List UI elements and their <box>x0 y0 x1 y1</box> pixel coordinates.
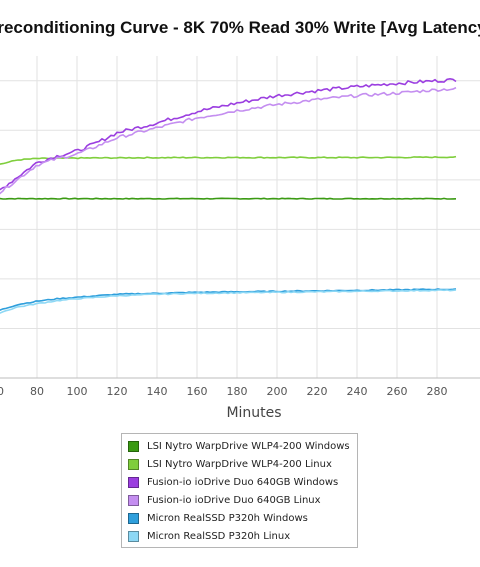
x-tick-label: 200 <box>267 385 288 398</box>
legend-swatch <box>128 458 139 470</box>
tick-layer: 60 80 100 120 140 160 180 200 220 240 260 280 <box>0 385 448 398</box>
legend-label: Micron RealSSD P320h Linux <box>147 530 291 542</box>
x-tick-label: 140 <box>147 385 168 398</box>
x-tick-label: 240 <box>347 385 368 398</box>
x-tick-label: 120 <box>107 385 128 398</box>
x-axis-label: Minutes <box>226 405 281 421</box>
legend-item: LSI Nytro WarpDrive WLP4-200 Windows <box>122 437 357 455</box>
x-tick-label: 260 <box>387 385 408 398</box>
x-tick-label: 80 <box>30 385 44 398</box>
legend-label: LSI Nytro WarpDrive WLP4-200 Linux <box>147 458 332 470</box>
legend-item: Fusion-io ioDrive Duo 640GB Windows <box>122 473 357 491</box>
legend-swatch <box>128 530 139 542</box>
legend-swatch <box>128 476 139 488</box>
series-layer <box>0 77 457 314</box>
legend-swatch <box>128 440 139 452</box>
legend-label: Fusion-io ioDrive Duo 640GB Linux <box>147 494 321 506</box>
series-line <box>0 77 457 191</box>
legend-item: Micron RealSSD P320h Linux <box>122 527 357 545</box>
chart-title: Preconditioning Curve - 8K 70% Read 30% … <box>0 18 480 37</box>
x-tick-label: 220 <box>307 385 328 398</box>
series-line <box>0 289 457 314</box>
series-line <box>0 155 457 165</box>
legend-label: LSI Nytro WarpDrive WLP4-200 Windows <box>147 440 350 452</box>
grid-layer <box>0 56 480 379</box>
legend-item: LSI Nytro WarpDrive WLP4-200 Linux <box>122 455 357 473</box>
legend-item: Fusion-io ioDrive Duo 640GB Linux <box>122 491 357 509</box>
x-tick-label: 180 <box>227 385 248 398</box>
legend: LSI Nytro WarpDrive WLP4-200 Windows LSI … <box>121 433 358 548</box>
x-tick-label: 100 <box>67 385 88 398</box>
series-line <box>0 86 457 195</box>
legend-swatch <box>128 512 139 524</box>
legend-swatch <box>128 494 139 506</box>
legend-label: Micron RealSSD P320h Windows <box>147 512 308 524</box>
series-line <box>0 288 457 311</box>
x-tick-label: 280 <box>427 385 448 398</box>
legend-label: Fusion-io ioDrive Duo 640GB Windows <box>147 476 339 488</box>
x-tick-label: 160 <box>187 385 208 398</box>
legend-item: Micron RealSSD P320h Windows <box>122 509 357 527</box>
x-tick-label: 60 <box>0 385 4 398</box>
series-line <box>0 197 457 200</box>
